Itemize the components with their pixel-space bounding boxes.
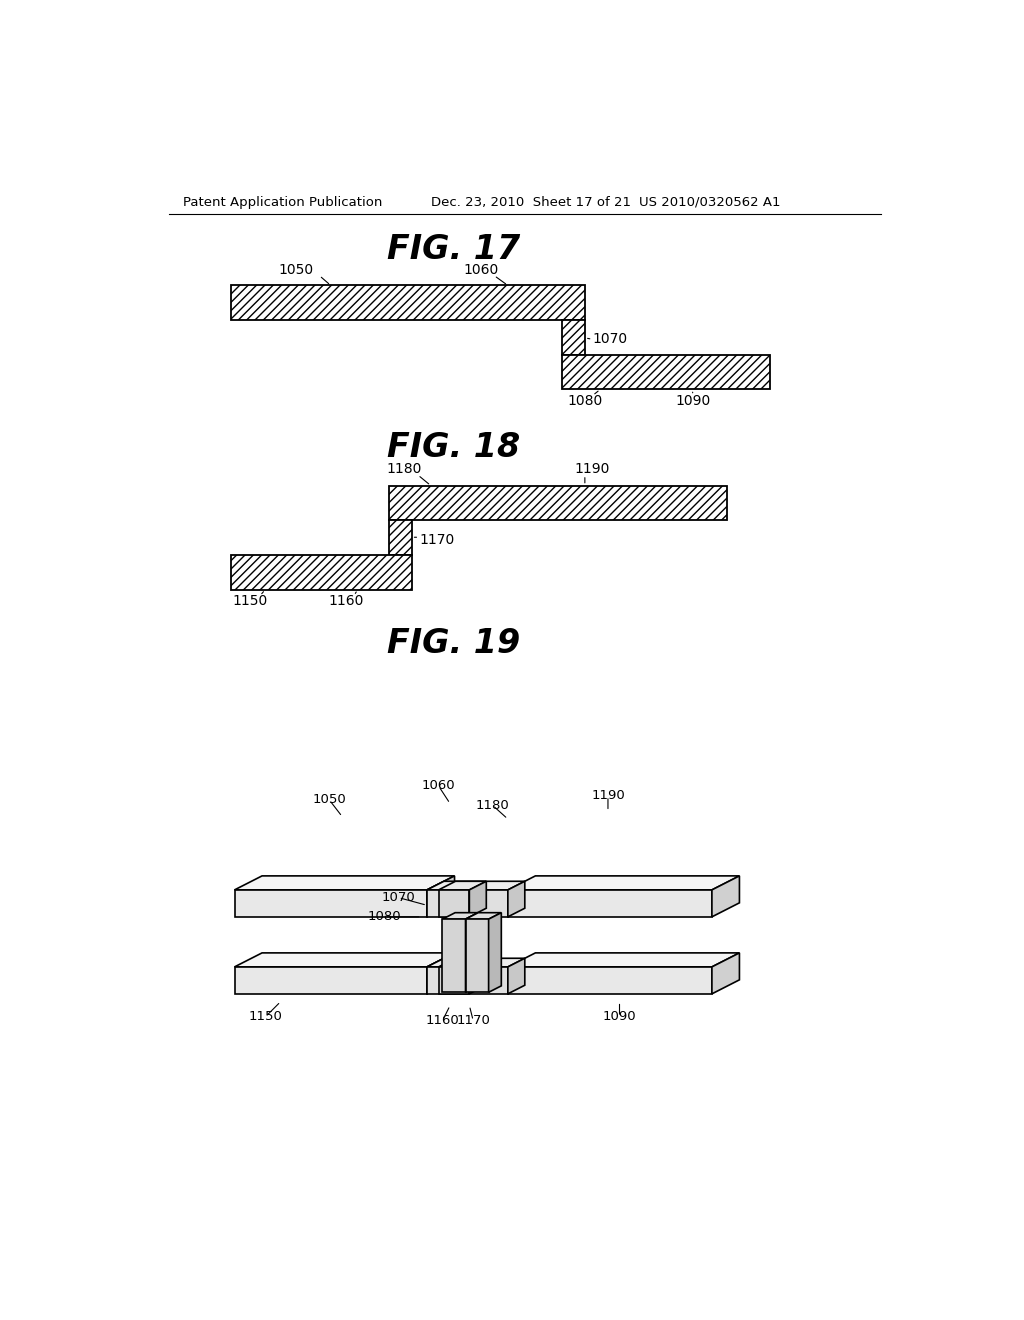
Text: 1180: 1180 — [386, 462, 422, 475]
Text: 1190: 1190 — [591, 789, 625, 803]
Text: 1080: 1080 — [567, 393, 602, 408]
Polygon shape — [488, 912, 502, 993]
Polygon shape — [438, 890, 469, 917]
Polygon shape — [234, 953, 455, 966]
Polygon shape — [442, 919, 466, 993]
Text: FIG. 18: FIG. 18 — [387, 430, 520, 463]
Polygon shape — [427, 958, 524, 966]
Bar — [230, 554, 412, 590]
Text: 1150: 1150 — [249, 1010, 283, 1023]
Polygon shape — [466, 919, 488, 993]
Text: 1060: 1060 — [463, 263, 499, 277]
Polygon shape — [508, 890, 712, 917]
Polygon shape — [712, 876, 739, 917]
Bar — [230, 285, 585, 321]
Polygon shape — [508, 882, 524, 917]
Text: 1180: 1180 — [475, 799, 509, 812]
Text: 1090: 1090 — [603, 1010, 636, 1023]
Polygon shape — [427, 876, 455, 917]
Text: 1170: 1170 — [419, 532, 455, 546]
Text: 1170: 1170 — [457, 1014, 490, 1027]
Text: FIG. 19: FIG. 19 — [387, 627, 520, 660]
Polygon shape — [469, 882, 486, 917]
Text: Patent Application Publication: Patent Application Publication — [183, 195, 382, 209]
Bar — [562, 321, 585, 355]
Polygon shape — [442, 912, 478, 919]
Polygon shape — [508, 953, 739, 966]
Polygon shape — [469, 958, 486, 994]
Polygon shape — [234, 966, 427, 994]
Text: Dec. 23, 2010  Sheet 17 of 21: Dec. 23, 2010 Sheet 17 of 21 — [431, 195, 631, 209]
Polygon shape — [466, 912, 478, 993]
Polygon shape — [427, 882, 524, 890]
Bar — [562, 355, 770, 389]
Text: 1190: 1190 — [574, 462, 610, 475]
Text: FIG. 17: FIG. 17 — [387, 232, 520, 265]
Text: 1050: 1050 — [312, 793, 346, 807]
Polygon shape — [427, 966, 508, 994]
Text: 1090: 1090 — [675, 393, 711, 408]
Text: US 2010/0320562 A1: US 2010/0320562 A1 — [639, 195, 780, 209]
Text: 1150: 1150 — [232, 594, 267, 609]
Polygon shape — [234, 876, 455, 890]
Polygon shape — [508, 958, 524, 994]
Polygon shape — [508, 876, 739, 890]
Polygon shape — [508, 966, 712, 994]
Polygon shape — [438, 958, 486, 966]
Polygon shape — [438, 882, 486, 890]
Polygon shape — [234, 890, 427, 917]
Text: 1160: 1160 — [426, 1014, 460, 1027]
Text: 1070: 1070 — [593, 333, 628, 346]
Polygon shape — [712, 953, 739, 994]
Polygon shape — [438, 966, 469, 994]
Text: 1080: 1080 — [368, 911, 401, 924]
Text: 1050: 1050 — [279, 263, 313, 277]
Text: 1060: 1060 — [422, 779, 456, 792]
Text: 1070: 1070 — [382, 891, 416, 904]
Bar — [388, 520, 412, 554]
Polygon shape — [427, 953, 455, 994]
Bar — [388, 486, 727, 520]
Polygon shape — [427, 890, 508, 917]
Text: 1160: 1160 — [329, 594, 364, 609]
Polygon shape — [466, 912, 502, 919]
